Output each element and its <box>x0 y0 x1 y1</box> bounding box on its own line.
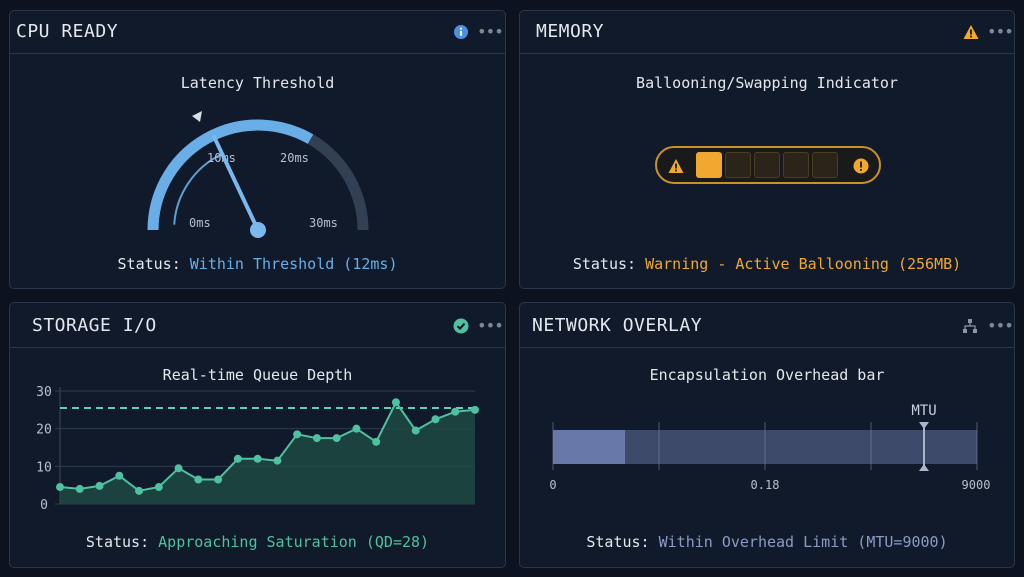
chart-point <box>214 475 223 484</box>
status-label: Status: <box>586 533 650 551</box>
chart-point <box>372 437 381 446</box>
segment-inactive <box>812 152 838 178</box>
segment-active <box>696 152 722 178</box>
memory-panel: MEMORY ••• Ballooning/Swapping Indicator… <box>519 10 1015 289</box>
more-options-icon[interactable]: ••• <box>477 22 504 41</box>
segment-inactive <box>754 152 780 178</box>
panel-header: NETWORK OVERLAY ••• <box>520 303 1014 348</box>
cpu-status: Status: Within Threshold (12ms) <box>10 255 505 273</box>
info-icon[interactable] <box>453 24 469 40</box>
memory-subtitle: Ballooning/Swapping Indicator <box>636 74 898 92</box>
chart-y-tick-label: 10 <box>36 460 52 475</box>
panel-title: CPU READY <box>16 21 119 42</box>
gauge-tick-label: 10ms <box>207 151 236 165</box>
chart-y-tick-label: 30 <box>36 385 52 400</box>
chart-point <box>312 434 321 443</box>
chart-point <box>174 464 183 473</box>
status-label: Status: <box>572 255 637 273</box>
chart-point <box>253 454 262 463</box>
overhead-bar-fill <box>553 430 626 464</box>
chart-point <box>332 434 341 443</box>
gauge-marker <box>192 111 202 122</box>
status-label: Status: <box>117 255 181 273</box>
more-options-icon[interactable]: ••• <box>477 316 504 335</box>
segment-inactive <box>725 152 751 178</box>
panel-header: STORAGE I/O ••• <box>10 303 505 348</box>
status-value: Approaching Saturation (QD=28) <box>158 533 430 551</box>
cpu-ready-panel: CPU READY ••• Latency Threshold 0ms 10ms… <box>9 10 506 289</box>
status-value: Within Overhead Limit (MTU=9000) <box>658 533 948 551</box>
chart-point <box>56 483 64 492</box>
panel-header: MEMORY ••• <box>520 11 1014 54</box>
segment-inactive <box>783 152 809 178</box>
chart-point <box>273 456 282 465</box>
bar-tick-label: 0 <box>549 478 556 492</box>
panel-title: STORAGE I/O <box>32 315 157 336</box>
latency-gauge: 0ms 10ms 20ms 30ms <box>147 111 369 238</box>
chart-y-tick-label: 0 <box>40 498 48 513</box>
warning-icon[interactable] <box>963 24 979 40</box>
chart-point <box>293 430 302 439</box>
gauge-tick-label: 30ms <box>309 216 338 230</box>
more-options-icon[interactable]: ••• <box>987 316 1014 335</box>
chart-area-fill <box>60 402 475 504</box>
chart-point <box>391 398 400 407</box>
check-circle-icon[interactable] <box>453 318 469 334</box>
memory-status: Status: Warning - Active Ballooning (256… <box>520 255 1014 273</box>
chart-point <box>95 481 104 490</box>
bar-tick-label: 9000 <box>962 478 991 492</box>
chart-point <box>115 471 124 480</box>
chart-point <box>154 483 163 492</box>
network-overlay-panel: NETWORK OVERLAY ••• Encapsulation Overhe… <box>519 302 1015 568</box>
chart-y-tick-label: 20 <box>36 423 52 438</box>
chart-point <box>411 426 420 435</box>
panel-title: MEMORY <box>536 21 605 42</box>
overhead-bar: MTU 0 0.18 9000 <box>549 403 991 492</box>
chart-point <box>135 486 144 495</box>
chart-point <box>194 475 203 484</box>
storage-io-panel: STORAGE I/O ••• Real-time Queue Depth 0 1… <box>9 302 506 568</box>
chart-series-line <box>59 400 476 492</box>
queue-depth-subtitle: Real-time Queue Depth <box>162 366 353 384</box>
gauge-subtitle: Latency Threshold <box>180 74 335 92</box>
bar-tick-label: 0.18 <box>751 478 780 492</box>
panel-header: CPU READY ••• <box>10 11 505 54</box>
gauge-tick-label: 20ms <box>280 151 309 165</box>
gauge-pivot <box>250 222 266 238</box>
chart-point <box>471 405 479 414</box>
mtu-label: MTU <box>911 403 936 419</box>
mtu-marker <box>919 422 929 471</box>
storage-status: Status: Approaching Saturation (QD=28) <box>10 533 505 551</box>
network-topology-icon[interactable] <box>962 318 978 334</box>
ballooning-segments <box>696 152 838 178</box>
network-status: Status: Within Overhead Limit (MTU=9000) <box>520 533 1014 551</box>
chart-point <box>352 424 361 433</box>
bar-gridlines <box>552 422 978 470</box>
gauge-needle <box>212 134 260 232</box>
queue-depth-chart: 0 10 20 30 <box>36 385 479 513</box>
chart-point <box>75 484 84 493</box>
chart-point <box>451 407 460 416</box>
warning-icon <box>668 159 684 173</box>
overhead-subtitle: Encapsulation Overhead bar <box>649 366 885 384</box>
chart-point <box>233 454 242 463</box>
status-value: Within Threshold (12ms) <box>189 255 398 273</box>
chart-point <box>431 415 440 424</box>
more-options-icon[interactable]: ••• <box>987 22 1014 41</box>
ballooning-indicator <box>655 146 881 184</box>
status-label: Status: <box>85 533 150 551</box>
gauge-tick-label: 0ms <box>189 216 211 230</box>
status-value: Warning - Active Ballooning (256MB) <box>645 255 962 273</box>
alert-circle-icon <box>853 158 869 174</box>
panel-title: NETWORK OVERLAY <box>532 315 703 336</box>
